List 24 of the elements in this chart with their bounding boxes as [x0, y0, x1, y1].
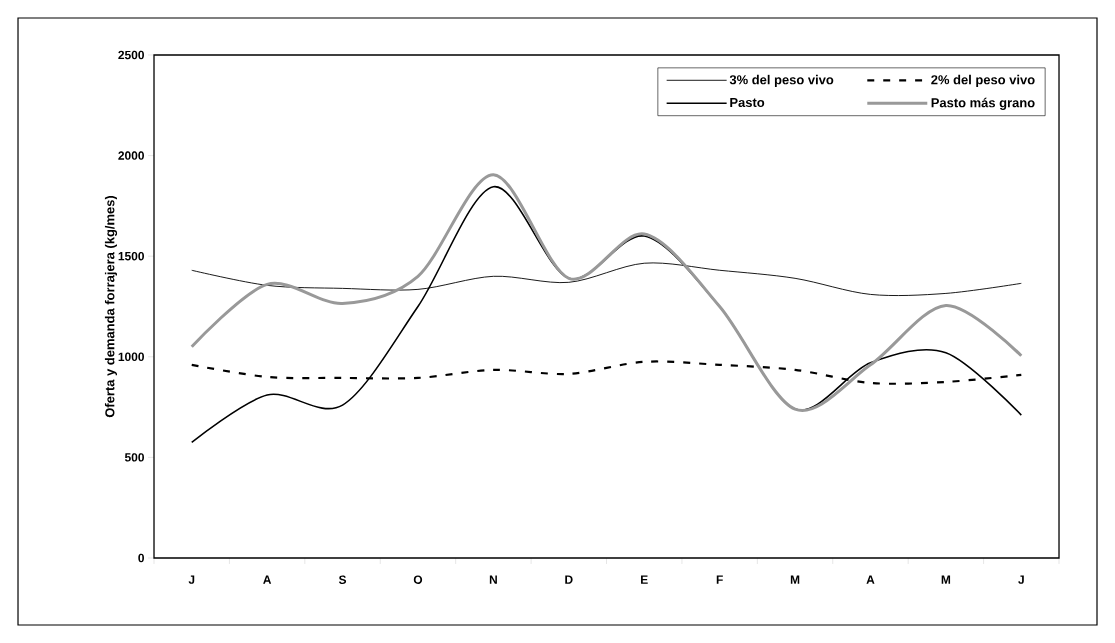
legend-label: 3% del peso vivo	[729, 74, 834, 87]
x-tick-label: S	[338, 575, 347, 584]
y-tick-label: 500	[124, 453, 144, 462]
x-tick-label: J	[1018, 575, 1024, 584]
y-tick-label: 1500	[118, 251, 144, 261]
y-tick-label: 2000	[118, 151, 144, 160]
x-tick-label: D	[565, 575, 573, 584]
y-tick-label: 0	[138, 553, 144, 563]
x-tick-label: A	[866, 575, 875, 584]
x-tick-label: N	[489, 575, 497, 584]
x-tick-label: M	[941, 575, 951, 584]
legend-label: Pasto más grano	[931, 97, 1035, 110]
y-axis-title: Oferta y demanda forrajera (kg/mes)	[104, 195, 118, 418]
x-tick-label: F	[716, 575, 723, 584]
y-tick-label: 2500	[118, 50, 144, 60]
x-tick-label: J	[188, 575, 195, 584]
legend-label: Pasto	[730, 98, 765, 108]
x-tick-label: A	[263, 575, 272, 584]
x-tick-label: M	[790, 575, 800, 584]
x-tick-label: O	[413, 575, 423, 584]
line-series	[190, 173, 1023, 412]
legend-label: 2% del peso vivo	[931, 74, 1035, 87]
y-tick-label: 1000	[118, 352, 144, 362]
x-tick-label: E	[641, 575, 648, 584]
